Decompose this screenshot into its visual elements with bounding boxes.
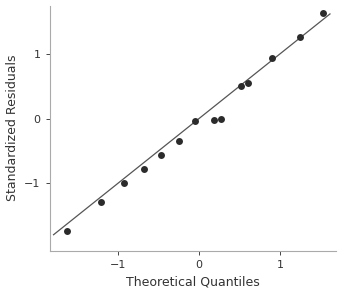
Point [269,56,275,61]
Y-axis label: Standardized Residuals: Standardized Residuals [5,55,18,201]
Point [297,34,303,39]
Point [218,116,224,121]
Point [158,153,164,158]
Point [65,229,70,234]
Point [121,181,127,186]
Point [238,84,244,88]
Point [176,139,182,143]
Point [98,200,104,205]
Point [245,81,250,85]
X-axis label: Theoretical Quantiles: Theoretical Quantiles [126,275,260,288]
Point [141,166,147,171]
Point [320,11,326,16]
Point [211,118,216,122]
Point [192,119,198,123]
